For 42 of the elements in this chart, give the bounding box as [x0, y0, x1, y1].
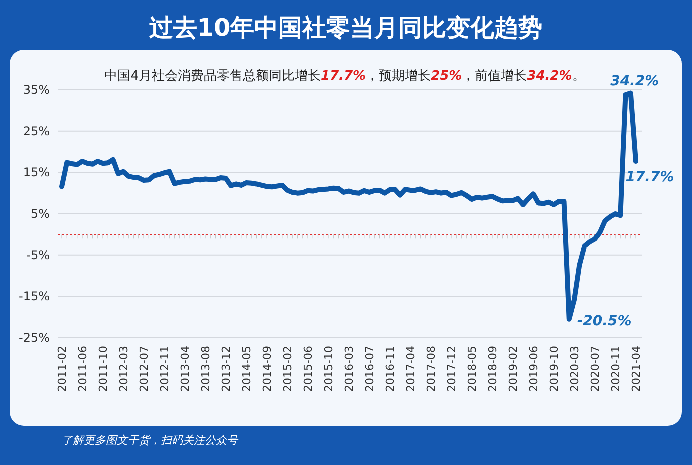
- y-tick-label: 15%: [23, 166, 50, 180]
- y-tick-label: -15%: [18, 290, 50, 304]
- x-tick-label: 2014-05: [240, 346, 254, 392]
- x-tick-label: 2011-06: [76, 346, 90, 392]
- x-tick-label: 2020-11: [610, 346, 622, 392]
- x-tick-label: 2012-03: [118, 346, 130, 392]
- y-tick-label: 35%: [23, 83, 50, 97]
- data-label: -20.5%: [577, 313, 632, 330]
- x-tick-label: 2017-12: [446, 346, 458, 392]
- x-tick-label: 2018-05: [466, 346, 479, 392]
- x-tick-label: 2013-04: [179, 346, 192, 392]
- x-tick-label: 2015-02: [282, 346, 294, 392]
- x-tick-label: 2020-07: [589, 346, 602, 392]
- x-tick-label: 2020-03: [568, 346, 582, 392]
- x-tick-label: 2012-07: [138, 346, 151, 392]
- x-tick-label: 2014-09: [261, 346, 274, 392]
- x-tick-label: 2011-10: [97, 346, 110, 392]
- x-tick-label: 2013-12: [220, 346, 233, 392]
- y-tick-label: -5%: [26, 248, 50, 262]
- x-tick-label: 2016-07: [364, 346, 376, 392]
- chart-title: 过去10年中国社零当月同比变化趋势: [148, 14, 543, 42]
- text: 了解更多图文干货，扫码关注公众号: [62, 434, 239, 447]
- y-tick-label: -25%: [18, 331, 50, 345]
- x-tick-label: 2013-08: [200, 346, 212, 392]
- data-label: 17.7%: [626, 170, 674, 186]
- x-tick-label: 2016-03: [343, 346, 356, 392]
- x-tick-label: 2015-10: [322, 346, 336, 392]
- x-tick-label: 2019-02: [507, 346, 520, 392]
- chart-subtitle: 中国4月社会消费品零售总额同比增长17.7%，预期增长25%，前值增长34.2%。: [104, 69, 586, 84]
- x-tick-label: 2012-11: [158, 346, 172, 392]
- y-tick-label: 5%: [30, 207, 50, 221]
- x-tick-label: 2019-10: [548, 346, 561, 392]
- x-tick-label: 2021-04: [630, 346, 643, 392]
- x-tick-label: 2019-06: [528, 346, 540, 392]
- x-tick-label: 2018-09: [486, 346, 500, 392]
- y-tick-label: 25%: [23, 124, 50, 138]
- x-tick-label: 2016-11: [384, 346, 397, 392]
- x-tick-label: 2017-04: [404, 346, 418, 392]
- x-tick-label: 2015-06: [302, 346, 315, 392]
- x-tick-label: 2011-02: [56, 346, 69, 392]
- x-tick-label: 2017-08: [425, 346, 438, 392]
- data-label: 34.2%: [610, 73, 660, 90]
